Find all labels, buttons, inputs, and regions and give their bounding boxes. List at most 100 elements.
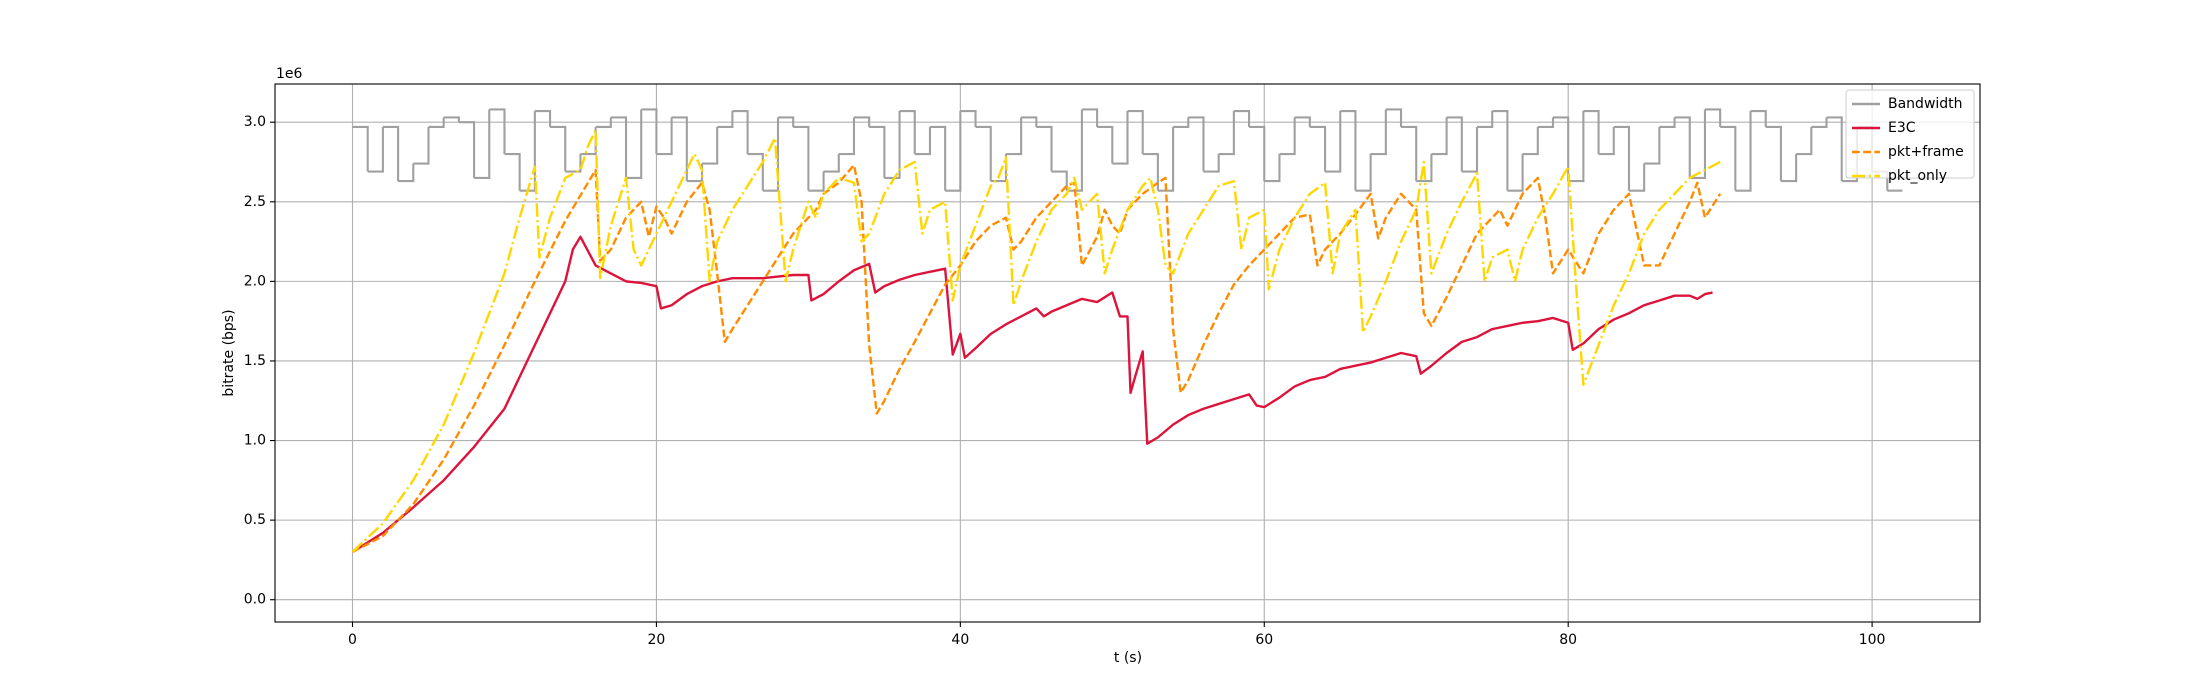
bandwidth-step: [1431, 117, 1448, 156]
bandwidth-step: [1811, 117, 1828, 129]
bandwidth-step: [1735, 111, 1752, 192]
x-tick-label: 40: [951, 632, 969, 648]
bandwidth-step: [1674, 116, 1691, 178]
bandwidth-step: [565, 154, 582, 173]
bandwidth-step: [1157, 126, 1175, 192]
bandwidth-step: [747, 152, 764, 191]
bandwidth-step: [1294, 116, 1311, 127]
bandwidth-step: [914, 126, 932, 156]
x-tick-label: 60: [1255, 632, 1273, 648]
bandwidth-step: [1492, 110, 1509, 191]
legend-box: [1845, 89, 1975, 179]
legend-label: pkt_only: [1888, 168, 1947, 184]
y-offset-label: 1e6: [276, 66, 303, 82]
bandwidth-step: [1765, 125, 1782, 182]
bandwidth-step: [413, 126, 430, 165]
bandwidth-step: [1112, 111, 1129, 165]
bandwidth-step: [732, 110, 749, 155]
y-tick-label: 0.0: [244, 592, 266, 608]
y-tick-label: 0.5: [244, 512, 266, 528]
x-tick-label: 80: [1559, 632, 1577, 648]
bandwidth-step: [717, 111, 734, 129]
bandwidth-step: [1249, 125, 1266, 182]
bandwidth-step: [398, 163, 415, 183]
bandwidth-step: [1081, 108, 1099, 127]
bandwidth-step: [1066, 109, 1083, 192]
bandwidth-step: [1416, 154, 1433, 183]
series-line: [351, 235, 1713, 553]
bandwidth-step: [504, 152, 521, 191]
bandwidth-step: [1689, 109, 1706, 179]
bandwidth-step: [1385, 108, 1403, 127]
bandwidth-step: [352, 125, 369, 172]
bandwidth-step: [1796, 126, 1813, 156]
bandwidth-step: [458, 121, 476, 178]
bandwidth-step: [443, 116, 460, 123]
bandwidth-step: [1051, 170, 1068, 191]
bandwidth-step: [1704, 108, 1722, 127]
bandwidth-step: [367, 126, 384, 173]
series-line: [351, 128, 1721, 553]
bandwidth-step: [1203, 154, 1220, 173]
bandwidth-step: [1507, 154, 1524, 192]
bandwidth-step: [641, 108, 658, 155]
bandwidth-step: [519, 111, 536, 192]
x-tick-label: 100: [1859, 632, 1886, 648]
bandwidth-step: [1628, 163, 1646, 192]
bandwidth-step: [610, 116, 628, 178]
bandwidth-step: [1264, 154, 1281, 183]
bandwidth-step: [1659, 117, 1676, 129]
bandwidth-step: [1370, 109, 1387, 156]
bandwidth-step: [1325, 111, 1342, 173]
bandwidth-step: [945, 111, 962, 192]
legend-label: Bandwidth: [1888, 96, 1963, 112]
bandwidth-step: [1537, 117, 1555, 129]
bandwidth-step: [428, 117, 445, 129]
bandwidth-step: [1127, 110, 1144, 155]
bandwidth-step: [869, 125, 886, 178]
bandwidth-step: [1340, 110, 1357, 191]
bandwidth-step: [1446, 116, 1463, 172]
bandwidth-step: [1477, 111, 1494, 129]
x-tick-label: 20: [648, 632, 666, 648]
y-tick-label: 2.5: [244, 194, 266, 210]
plot-area: [351, 108, 1903, 554]
legend-label: pkt+frame: [1888, 144, 1964, 160]
bandwidth-step: [1583, 110, 1600, 155]
y-tick-label: 2.0: [244, 273, 266, 289]
bandwidth-step: [1644, 126, 1661, 165]
series-line: [351, 163, 1722, 554]
x-axis-label: t (s): [1114, 650, 1142, 666]
bandwidth-step: [793, 125, 810, 191]
bandwidth-step: [626, 109, 643, 179]
bandwidth-step: [1401, 125, 1418, 182]
bandwidth-step: [1598, 126, 1615, 156]
bandwidth-step: [1142, 152, 1159, 191]
bandwidth-step: [1005, 117, 1023, 156]
bandwidth-step: [975, 125, 992, 182]
bandwidth-step: [550, 125, 567, 172]
bandwidth-step: [1173, 117, 1190, 129]
plot-frame: [274, 83, 1981, 623]
bandwidth-step: [899, 110, 916, 155]
bandwidth-step: [1218, 111, 1235, 156]
bandwidth-step: [702, 126, 719, 165]
bandwidth-step: [474, 109, 491, 179]
y-axis-label: bitrate (bps): [221, 309, 237, 396]
bandwidth-step: [1097, 125, 1114, 164]
bandwidth-step: [1279, 117, 1296, 156]
bandwidth-step: [838, 117, 856, 156]
bandwidth-step: [823, 154, 840, 173]
bandwidth-step: [929, 125, 947, 191]
bandwidth-step: [1568, 111, 1585, 183]
legend-label: E3C: [1888, 120, 1916, 136]
bandwidth-step: [1780, 154, 1798, 183]
bandwidth-step: [884, 111, 901, 179]
bandwidth-step: [1826, 116, 1843, 182]
bandwidth-step: [1750, 110, 1767, 127]
bandwidth-step: [1309, 125, 1327, 172]
bandwidth-step: [1552, 116, 1570, 182]
bandwidth-step: [1522, 126, 1539, 156]
bandwidth-step: [595, 117, 612, 129]
